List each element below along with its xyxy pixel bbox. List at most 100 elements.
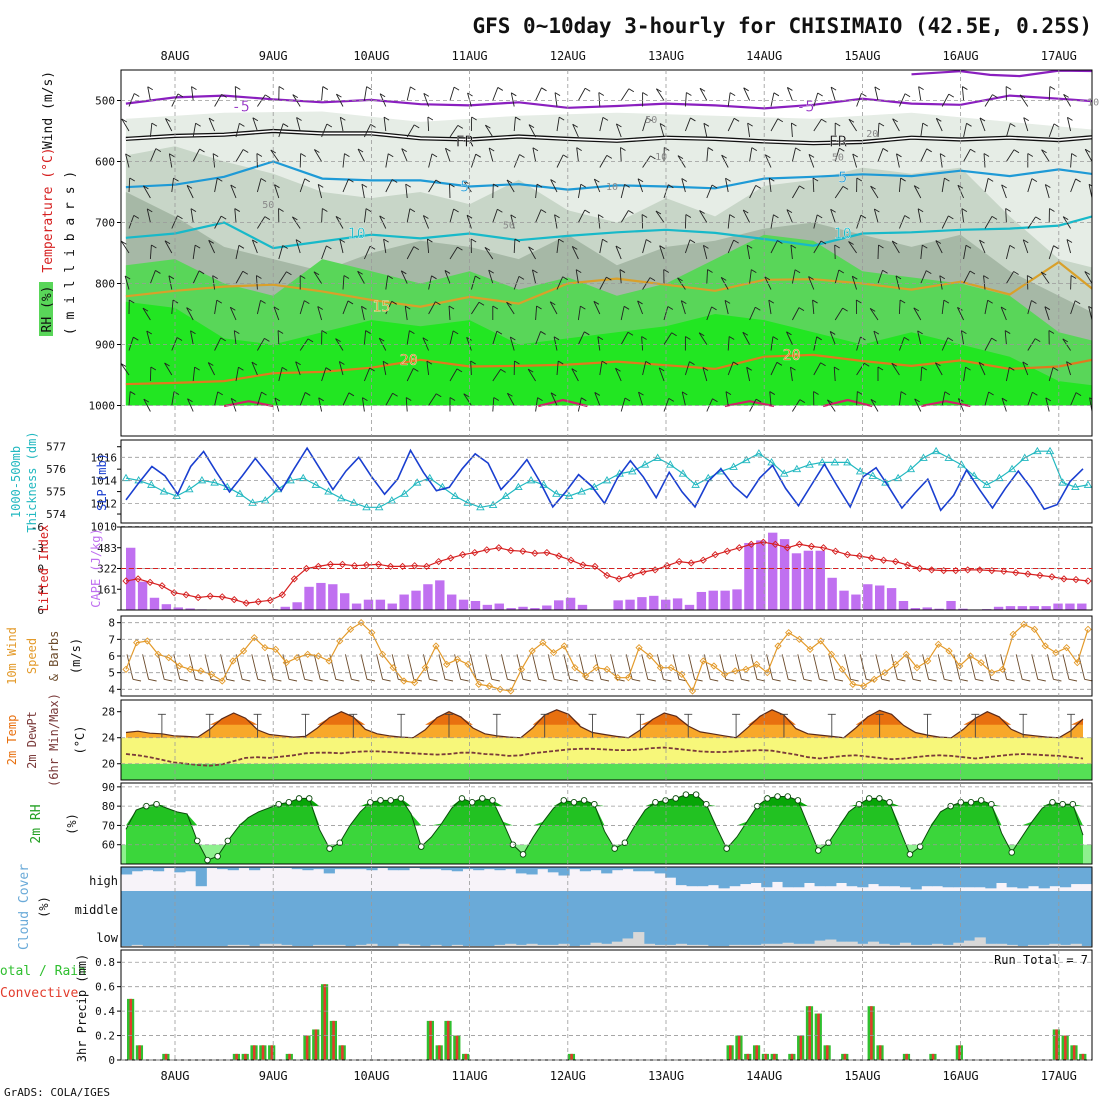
wind-barb-flag <box>667 306 674 310</box>
wind-barb <box>142 307 151 321</box>
wind-barb-flag <box>860 336 866 341</box>
wind-barb <box>786 87 793 101</box>
rh2m-point <box>723 845 730 852</box>
wind10-point <box>635 644 643 652</box>
wind-barb-flag <box>134 93 140 97</box>
wind-barb <box>935 240 943 254</box>
credit-label: GrADS: COLA/IGES <box>4 1086 110 1099</box>
lifted-index-point <box>916 564 924 573</box>
wind10-barb-flag <box>616 678 625 682</box>
wind-barb <box>786 331 793 345</box>
wind-barb-flag <box>935 240 942 244</box>
wind-barb <box>1040 271 1050 284</box>
isotherm-temp_25 <box>724 400 775 408</box>
wind-barb <box>149 245 152 260</box>
date-label-top: 15AUG <box>844 49 880 63</box>
cloud-low-bar <box>803 943 816 947</box>
wind-barb-flag <box>238 244 245 249</box>
wind-barb-flag <box>475 275 481 280</box>
wind-barb <box>786 209 793 223</box>
wind-barb <box>532 147 537 162</box>
wind10-barb <box>126 654 134 680</box>
thickness-point <box>843 458 852 466</box>
lifted-index-point <box>447 554 455 562</box>
wind-barb <box>128 391 131 406</box>
thickness-point <box>400 489 409 497</box>
wind-barb <box>571 246 579 260</box>
cloud-high-bar <box>547 867 559 873</box>
wind10-barb <box>1015 654 1023 680</box>
wind-barb-flag <box>1066 361 1072 365</box>
lifted-index-point <box>158 582 166 590</box>
cloud-low-bar <box>697 944 709 947</box>
rh2m-point <box>703 800 710 808</box>
wind-barb <box>941 300 945 315</box>
wind-barb <box>554 92 558 107</box>
wind10-barb-flag <box>756 678 766 682</box>
wind10-point <box>261 644 269 652</box>
wind-barb <box>663 332 673 345</box>
wind-barb <box>492 397 495 412</box>
wind10-barb-flag <box>897 678 906 682</box>
wind-barb-flag <box>506 179 513 184</box>
cloud-high-bar <box>995 867 1008 883</box>
wind-barb-flag <box>689 239 696 244</box>
wind10-point <box>646 652 654 660</box>
wind-barb-flag <box>362 397 368 402</box>
wind-barb <box>214 391 219 406</box>
cloud-low-bar <box>1059 944 1072 947</box>
wind-barb <box>448 306 451 321</box>
wind10-barb <box>532 654 540 680</box>
cloud-high-bar <box>142 867 154 871</box>
wind-barb-flag <box>391 179 398 183</box>
cape-bar <box>280 606 290 610</box>
wind10-point <box>1062 644 1071 652</box>
cloud-high-bar <box>441 867 453 871</box>
wind-barb-flag <box>532 147 539 152</box>
cape-bar <box>577 604 588 610</box>
cloud-level-label: middle <box>75 903 118 917</box>
precip-convective-bar <box>570 1053 573 1060</box>
wind-barb-flag <box>553 336 560 341</box>
wind-barb-flag <box>1001 184 1007 189</box>
wind-barb-flag <box>891 362 898 367</box>
wind-barb <box>422 215 430 229</box>
rh2m-point <box>560 797 568 804</box>
wind-barb-flag <box>619 269 626 273</box>
wind-barb-flag <box>208 239 214 244</box>
wind-barb <box>1005 123 1011 138</box>
cape-tick-label: 322 <box>97 563 117 576</box>
wind-barb-flag <box>755 306 761 311</box>
wind-barb <box>1044 184 1050 199</box>
wind-barb <box>599 361 603 376</box>
wind-barb-flag <box>733 117 740 122</box>
lifted-index-point <box>807 542 816 551</box>
rh2m-line <box>125 794 1084 861</box>
wind-barb-flag <box>787 87 793 91</box>
wind-barb-flag <box>413 124 420 129</box>
wind10-point <box>785 629 793 637</box>
wind10-point <box>133 639 141 647</box>
wind-barb <box>576 147 579 162</box>
wind-barb <box>896 153 900 168</box>
cape-bar <box>732 589 742 610</box>
precip-convective-bar <box>905 1053 908 1060</box>
cape-bar <box>613 600 623 610</box>
wind-barb <box>463 180 472 193</box>
lifted-index-point <box>170 589 178 597</box>
wind-barb <box>426 361 430 376</box>
wind-barb-flag <box>742 331 749 336</box>
wind-barb-flag <box>957 307 963 311</box>
wind-barb-flag <box>365 208 372 212</box>
date-label-top: 17AUG <box>1041 49 1077 63</box>
wind-barb-flag <box>1009 366 1015 371</box>
y-tick-label: 5 <box>108 667 115 680</box>
cape-bar <box>993 606 1004 610</box>
wind-barb-flag <box>1010 123 1016 127</box>
wind-barb <box>385 301 393 315</box>
wind-barb <box>235 367 239 382</box>
wind-barb <box>321 123 328 138</box>
wind-barb <box>770 214 774 229</box>
wind10-barb-flag <box>491 678 500 682</box>
thickness-point <box>349 498 359 506</box>
